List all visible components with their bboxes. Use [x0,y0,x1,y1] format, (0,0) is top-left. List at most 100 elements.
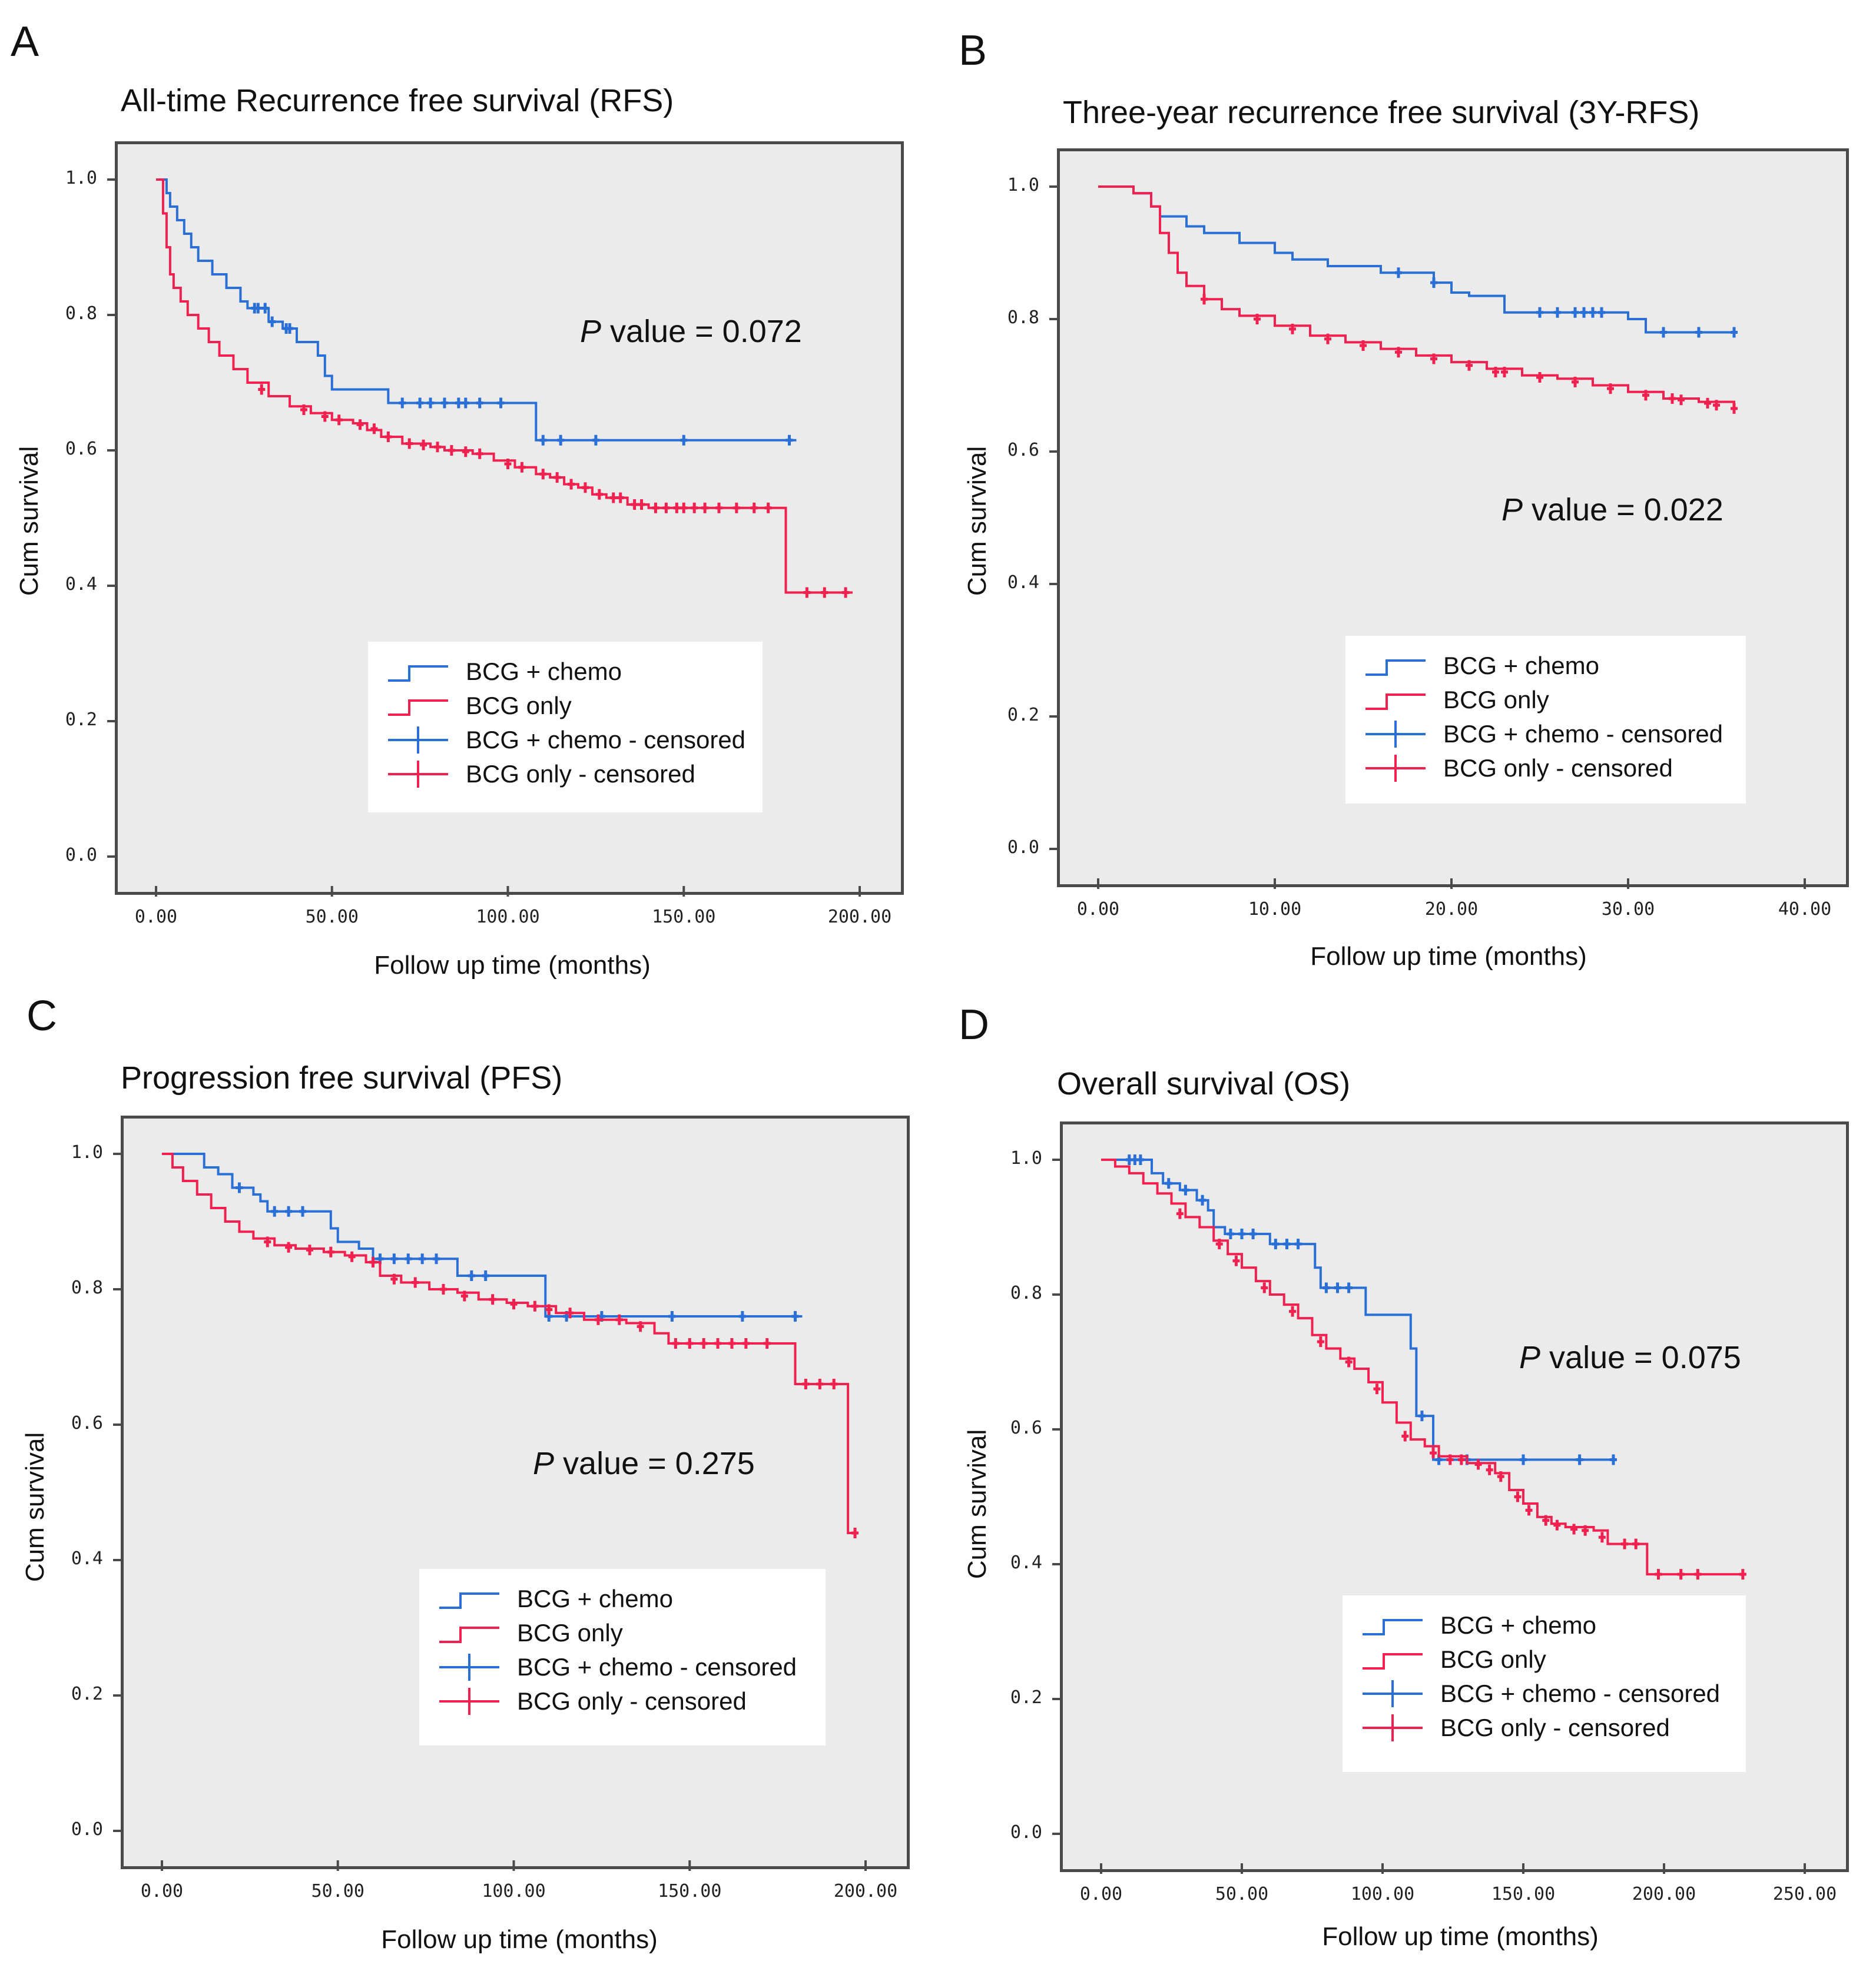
censor-mark [285,1242,293,1253]
censor-mark [1395,267,1402,278]
x-tick-label: 50.00 [311,1881,364,1902]
censor-mark [1731,403,1738,414]
censor-mark [440,1284,447,1295]
censor-mark [1731,327,1738,338]
censor-mark [1466,360,1473,371]
p-value: P value = 0.275 [533,1445,755,1482]
censor-mark [1249,1228,1257,1239]
y-axis-label: Cum survival [15,446,44,596]
censor-mark [1261,1282,1268,1293]
censor-mark [714,1338,722,1349]
censor-mark [1704,397,1711,409]
x-tick-label: 250.00 [1772,1884,1837,1904]
censor-mark [286,323,294,334]
censor-mark [1457,1454,1465,1465]
step-line-icon [439,1627,499,1643]
censor-mark [673,502,681,513]
censor-mark [1609,1454,1617,1465]
panel-letter: C [26,993,57,1040]
censor-mark [638,499,645,510]
p-value: P value = 0.022 [1502,492,1723,528]
y-tick-label: 0.4 [1007,572,1039,593]
x-tick-label: 50.00 [305,907,359,927]
survival-curve [1101,1159,1743,1576]
x-tick-label: 150.00 [652,907,716,927]
censor-mark [1525,1505,1533,1516]
censor-mark [460,1290,468,1302]
x-axis-label: Follow up time (months) [381,1925,658,1954]
censor-mark [672,1338,680,1349]
censor-mark [1323,1282,1330,1293]
chart-title: Overall survival (OS) [1057,1066,1351,1101]
legend: BCG + chemo BCG only BCG + chemo - censo… [419,1569,826,1746]
censor-mark [691,502,698,513]
censor-mark [1582,1525,1589,1536]
censor-mark [448,445,455,456]
censor-mark [1254,314,1261,324]
panel-letter: D [959,1001,989,1048]
censor-mark [1514,1491,1522,1502]
censor-mark [455,397,462,409]
censor-mark [1554,307,1561,318]
censor-mark [1580,307,1587,318]
legend: BCG + chemo BCG only BCG + chemo - censo… [1345,636,1746,804]
legend-label: BCG + chemo [1443,652,1599,679]
censor-mark [592,434,599,446]
censor-mark [1607,383,1614,394]
censor-mark [615,1314,623,1325]
censor-mark [299,1206,306,1217]
km-svg [1049,185,1806,889]
censor-mark [566,1308,574,1319]
x-tick-label: 100.00 [1350,1884,1415,1904]
censor-mark [617,492,624,503]
y-tick-label: 1.0 [71,1142,103,1163]
x-tick-label: 0.00 [1076,899,1120,920]
censor-mark [440,397,448,409]
censor-mark [518,462,526,473]
censor-mark [1176,1208,1184,1219]
censor-mark [539,469,547,480]
y-tick-label: 0.0 [65,845,97,865]
legend-label: BCG only [517,1619,623,1647]
censor-mark [370,423,378,434]
censor-mark [1345,1356,1353,1368]
censor-mark [269,316,276,327]
censor-mark [1401,1431,1409,1442]
legend-label: BCG + chemo - censored [1443,720,1723,748]
censor-cross-icon [388,761,448,788]
y-tick-label: 0.4 [65,574,97,595]
legend-label: BCG only [466,692,572,719]
legend-label: BCG + chemo [517,1585,673,1612]
survival-curve [1098,185,1735,409]
x-tick-label: 30.00 [1601,899,1655,920]
km-svg [107,178,861,897]
censor-mark [1446,1454,1454,1465]
y-tick-label: 0.0 [1007,837,1039,858]
censor-mark [468,1270,475,1281]
y-axis-label: Cum survival [21,1432,49,1582]
censor-mark [1695,327,1702,338]
legend-item: BCG only [386,689,745,723]
censor-mark [236,1182,243,1193]
censor-mark [1430,1448,1437,1459]
censor-mark [1694,1569,1702,1580]
legend-label: BCG only - censored [517,1687,747,1715]
censor-mark [1553,1519,1561,1531]
legend-item: BCG + chemo - censored [437,1650,808,1684]
legend-item: BCG only - censored [386,757,745,791]
p-text: value = 0.075 [1540,1340,1741,1375]
y-tick-label: 0.2 [65,709,97,730]
legend-item: BCG only - censored [1360,1711,1728,1745]
censor-mark [557,434,565,446]
censor-mark [701,502,709,513]
p-label: P [1502,492,1523,527]
censor-mark [763,1338,771,1349]
censor-mark [686,1338,694,1349]
censor-mark [300,404,307,415]
x-tick-label: 200.00 [833,1881,898,1902]
censor-mark [1430,277,1437,288]
censor-mark [1136,1154,1144,1165]
censor-mark [1345,1282,1353,1293]
censor-mark [1199,1194,1207,1206]
x-tick-label: 100.00 [482,1881,546,1902]
